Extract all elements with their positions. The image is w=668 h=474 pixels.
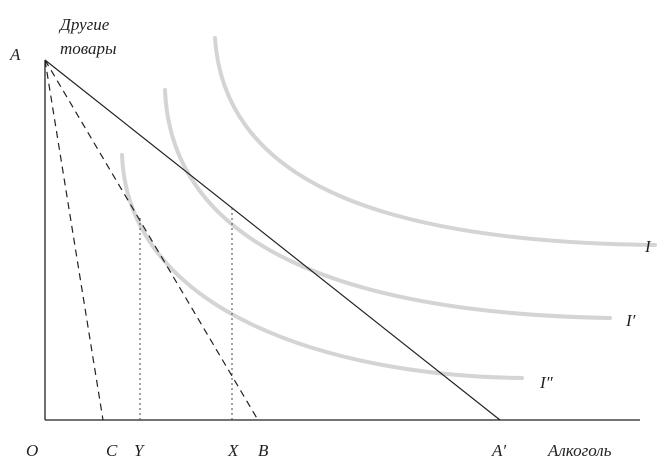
point-label: C (106, 441, 118, 460)
budget-line-b (44, 59, 259, 421)
curve-label: I (644, 237, 652, 256)
point-label: B (258, 441, 269, 460)
indifference-curve-i (213, 36, 657, 247)
indifference-curve-i-prime (163, 88, 612, 320)
y-axis-label: Другие (58, 15, 110, 34)
point-label: A′ (491, 441, 506, 460)
budget-line (44, 59, 501, 421)
point-label: X (227, 441, 239, 460)
point-label: Y (134, 441, 145, 460)
x-axis-label: Алкоголь (547, 441, 612, 460)
y-axis-label: товары (60, 39, 117, 58)
curve-label: I′ (625, 311, 636, 330)
origin-label: O (26, 441, 38, 460)
budget-line-c (44, 59, 104, 421)
curve-label: I″ (539, 373, 554, 392)
point-label: A (9, 45, 21, 64)
